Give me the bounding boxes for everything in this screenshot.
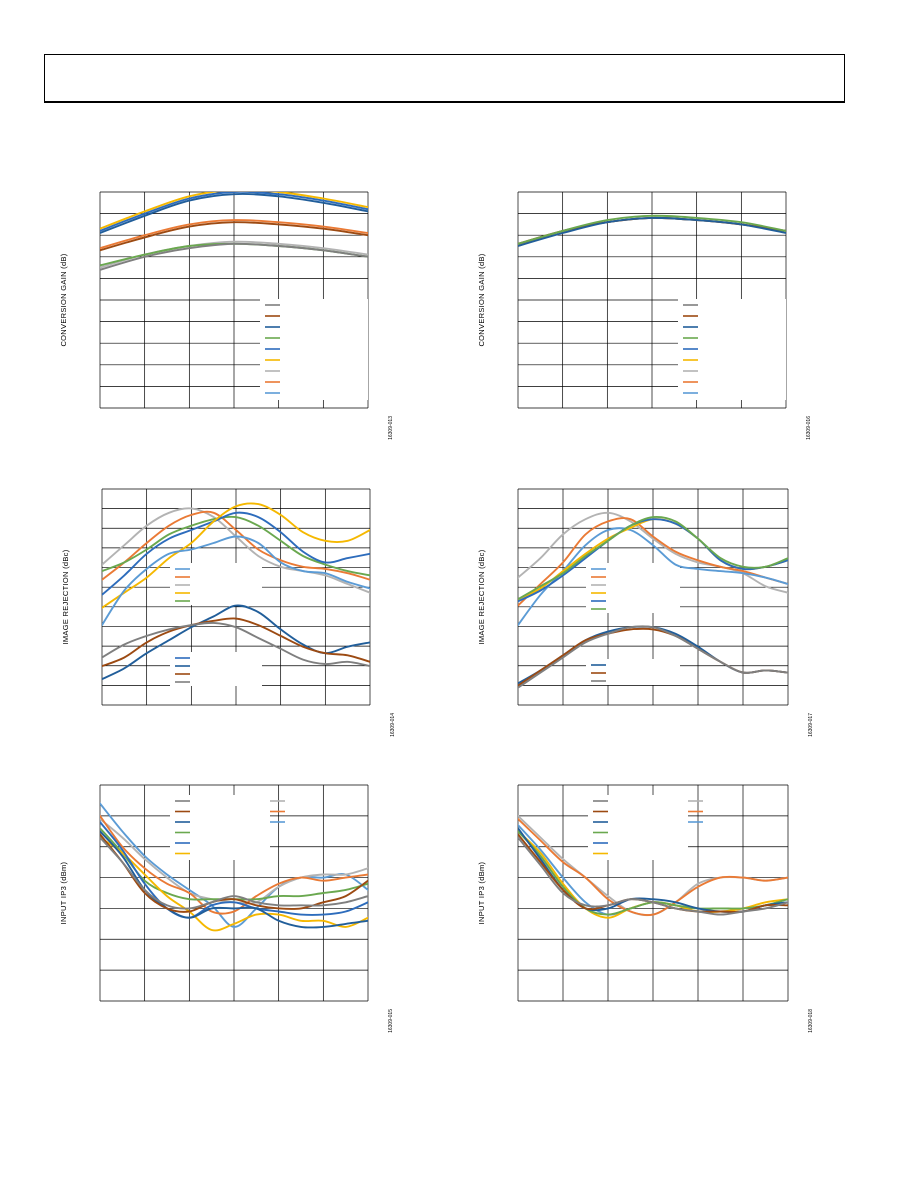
- conversion-gain-chart-left: CONVERSION GAIN (dB) 16309-013: [59, 191, 394, 440]
- series-line-5: [518, 518, 788, 603]
- series-line-2: [102, 510, 370, 581]
- series-line-5: [100, 219, 368, 250]
- input-ip3-chart-left: INPUT IP3 (dBm) 16309-015: [59, 784, 394, 1033]
- series-line-6: [518, 515, 788, 601]
- series-line-4: [100, 221, 368, 252]
- y-axis-label: IMAGE REJECTION (dBc): [477, 549, 486, 644]
- series-line-4: [518, 214, 786, 245]
- legend: [170, 795, 285, 860]
- series-line-6: [100, 821, 368, 919]
- series-line-3: [100, 814, 368, 915]
- legend: [678, 299, 786, 400]
- figure-code: 16309-016: [806, 416, 812, 440]
- series-line-4: [102, 511, 370, 596]
- series-group: [102, 502, 370, 681]
- series-line-8: [100, 242, 368, 271]
- legend: [260, 299, 368, 400]
- series-line-3: [102, 515, 370, 577]
- series-group: [100, 802, 368, 932]
- conversion-gain-chart-right: CONVERSION GAIN (dB) 16309-016: [477, 191, 812, 440]
- legend-box: [170, 652, 262, 686]
- legend: [170, 563, 262, 686]
- image-rejection-chart-left: IMAGE REJECTION (dBc) 16309-014: [61, 488, 396, 737]
- series-line-2: [518, 517, 788, 607]
- series-line-6: [102, 535, 370, 627]
- series-group: [518, 511, 788, 689]
- series-group: [518, 214, 786, 247]
- legend-box: [588, 795, 688, 860]
- legend-box: [170, 795, 270, 860]
- grid: [517, 191, 787, 409]
- y-axis-label: CONVERSION GAIN (dB): [59, 253, 68, 346]
- series-line-8: [100, 833, 368, 913]
- series-line-5: [100, 836, 368, 932]
- series-line-8: [102, 617, 370, 668]
- y-axis-label: INPUT IP3 (dBm): [59, 861, 68, 924]
- series-line-1: [100, 192, 368, 232]
- series-line-3: [100, 193, 368, 234]
- series-group: [518, 814, 788, 919]
- legend: [588, 795, 703, 860]
- y-axis-label: INPUT IP3 (dBm): [477, 861, 486, 924]
- series-group: [100, 192, 368, 271]
- series-line-2: [518, 817, 788, 917]
- legend: [586, 563, 680, 685]
- figure-code: 16309-013: [388, 416, 394, 440]
- series-line-8: [518, 836, 788, 916]
- figure-code: 16309-018: [808, 1009, 814, 1033]
- legend-box: [170, 563, 262, 605]
- figure-code: 16309-015: [388, 1009, 394, 1033]
- legend-box: [586, 563, 680, 613]
- series-line-2: [100, 192, 368, 230]
- series-line-3: [518, 216, 786, 247]
- series-line-1: [100, 802, 368, 928]
- image-rejection-chart-right: IMAGE REJECTION (dBc) 16309-017: [477, 488, 814, 737]
- page-header-box: [44, 54, 845, 103]
- figure-code: 16309-014: [390, 713, 396, 737]
- series-line-9: [102, 621, 370, 668]
- series-line-9: [100, 836, 368, 910]
- series-line-5: [102, 502, 370, 609]
- y-axis-label: CONVERSION GAIN (dB): [477, 253, 486, 346]
- input-ip3-chart-right: INPUT IP3 (dBm) 16309-018: [477, 784, 814, 1033]
- y-axis-label: IMAGE REJECTION (dBc): [61, 549, 70, 644]
- series-line-9: [518, 625, 788, 689]
- figure-code: 16309-017: [808, 713, 814, 737]
